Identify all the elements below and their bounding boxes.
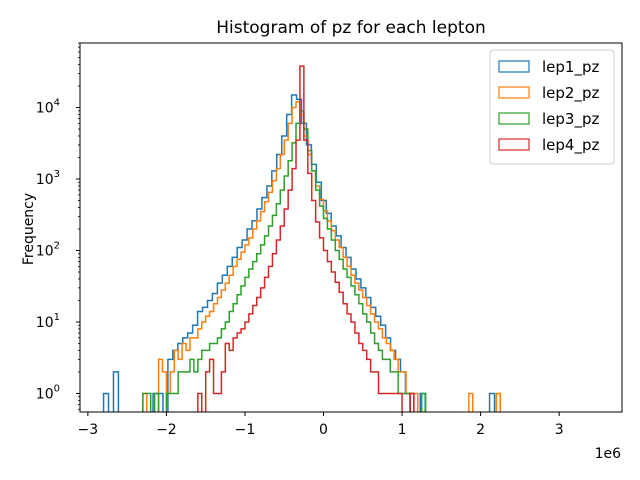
legend-swatch-lep4_pz [498,138,530,151]
series-line-lep3_pz [142,110,427,412]
x-tick-label: 1 [398,422,407,438]
series-line-lep4_pz [197,65,415,412]
chart-title: Histogram of pz for each lepton [216,18,486,38]
x-tick-label: −2 [156,422,177,438]
x-tick-label: 2 [476,422,485,438]
legend-swatch-lep2_pz [498,86,530,99]
x-tick-label: 0 [319,422,328,438]
x-tick-label: −3 [78,422,99,438]
plot-frame [79,42,623,413]
legend: lep1_pz lep2_pz lep3_pz lep4_pz [489,49,615,165]
legend-label-lep1_pz: lep1_pz [542,58,599,77]
x-tick-label: −1 [235,422,256,438]
legend-swatch-lep1_pz [498,60,530,73]
x-tick-label: 3 [555,422,564,438]
x-axis-offset-label: 1e6 [595,446,622,462]
legend-label-lep3_pz: lep3_pz [542,110,599,129]
legend-box [489,49,615,165]
legend-label-lep4_pz: lep4_pz [542,136,599,155]
legend-label-lep2_pz: lep2_pz [542,84,599,103]
y-axis-label: Frequency [21,193,37,265]
legend-swatch-lep3_pz [498,112,530,125]
